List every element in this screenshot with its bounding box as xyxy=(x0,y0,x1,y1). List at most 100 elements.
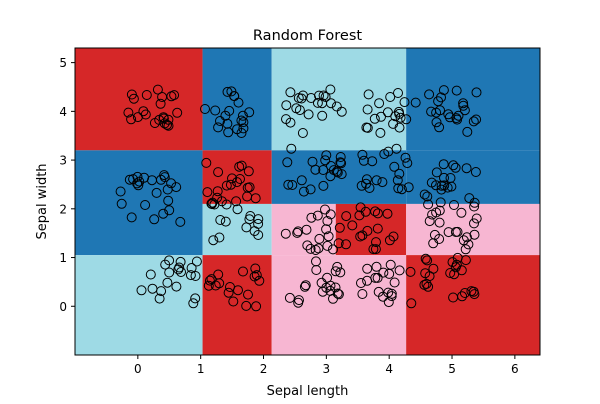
data-point-67 xyxy=(388,118,399,129)
data-point-199 xyxy=(448,160,459,171)
data-point-132 xyxy=(212,186,223,197)
data-point-295 xyxy=(162,277,173,288)
data-point-248 xyxy=(310,245,321,255)
data-point-362 xyxy=(370,272,381,283)
y-tick-label: 2 xyxy=(59,202,67,216)
data-point-287 xyxy=(471,213,482,224)
data-point-321 xyxy=(251,301,262,312)
x-tick-label: 1 xyxy=(197,362,205,376)
data-point-368 xyxy=(449,269,460,280)
data-point-219 xyxy=(250,193,261,204)
data-point-239 xyxy=(334,222,345,233)
data-point-197 xyxy=(423,199,434,210)
data-point-190 xyxy=(367,156,378,167)
data-point-277 xyxy=(469,201,480,212)
data-point-220 xyxy=(253,230,264,240)
data-point-96 xyxy=(462,126,473,137)
data-point-13 xyxy=(169,90,180,101)
data-point-303 xyxy=(176,267,186,277)
data-point-116 xyxy=(151,187,162,198)
data-point-313 xyxy=(250,263,261,274)
data-point-79 xyxy=(390,111,401,122)
data-point-21 xyxy=(163,114,174,125)
data-point-233 xyxy=(322,216,333,226)
data-point-316 xyxy=(214,278,225,289)
data-point-166 xyxy=(331,166,342,177)
data-point-141 xyxy=(235,174,245,184)
data-point-161 xyxy=(321,150,332,161)
data-point-41 xyxy=(210,105,221,116)
data-point-237 xyxy=(314,233,325,244)
data-point-188 xyxy=(394,168,405,179)
data-point-86 xyxy=(424,89,435,100)
data-point-30 xyxy=(213,122,224,133)
data-point-272 xyxy=(469,218,479,229)
data-point-281 xyxy=(469,229,480,240)
data-point-365 xyxy=(372,272,383,283)
data-point-257 xyxy=(362,225,373,236)
data-point-359 xyxy=(383,287,394,298)
data-point-231 xyxy=(292,227,303,238)
data-point-124 xyxy=(128,174,139,185)
data-point-382 xyxy=(421,278,432,289)
data-point-91 xyxy=(436,92,446,103)
x-tick-label: 3 xyxy=(323,362,331,376)
data-point-372 xyxy=(422,255,433,266)
data-point-93 xyxy=(459,105,470,116)
x-tick-label: 5 xyxy=(448,362,456,376)
data-point-108 xyxy=(175,216,186,227)
data-point-125 xyxy=(164,205,175,216)
data-point-56 xyxy=(303,109,314,120)
data-point-242 xyxy=(313,243,324,254)
data-point-138 xyxy=(227,173,237,184)
data-point-346 xyxy=(405,266,416,277)
data-point-363 xyxy=(389,277,400,288)
data-point-376 xyxy=(428,263,439,274)
x-tick-label: 4 xyxy=(385,362,393,376)
data-point-288 xyxy=(154,293,165,304)
data-point-39 xyxy=(236,115,247,126)
data-point-187 xyxy=(358,155,369,166)
data-point-322 xyxy=(238,266,248,277)
data-point-196 xyxy=(442,182,453,193)
data-point-278 xyxy=(461,232,472,243)
data-point-44 xyxy=(317,110,328,121)
decision-regions xyxy=(75,48,540,355)
data-point-25 xyxy=(237,110,248,121)
data-point-152 xyxy=(310,164,321,175)
data-point-174 xyxy=(377,177,388,188)
data-point-71 xyxy=(369,113,380,124)
data-point-191 xyxy=(402,158,413,169)
data-point-205 xyxy=(439,172,449,183)
data-point-293 xyxy=(186,263,197,273)
data-point-42 xyxy=(331,101,342,112)
data-point-16 xyxy=(126,114,137,125)
data-point-11 xyxy=(158,112,169,123)
data-point-104 xyxy=(453,110,464,121)
data-point-212 xyxy=(426,177,437,188)
data-point-249 xyxy=(328,244,338,255)
data-point-246 xyxy=(301,224,312,235)
data-point-379 xyxy=(420,268,431,279)
y-axis: 0 1 2 3 4 5 xyxy=(59,56,75,314)
data-point-236 xyxy=(322,240,333,251)
data-point-50 xyxy=(312,97,323,108)
data-point-317 xyxy=(233,285,243,296)
data-point-157 xyxy=(298,186,309,197)
region-red-15 xyxy=(406,255,540,355)
data-point-250 xyxy=(370,244,381,255)
data-point-117 xyxy=(149,214,160,225)
region-blue-3 xyxy=(406,48,540,151)
data-point-176 xyxy=(357,149,368,160)
data-point-348 xyxy=(394,265,405,276)
data-point-274 xyxy=(434,205,445,216)
region-blue-4 xyxy=(75,150,203,256)
data-point-18 xyxy=(172,107,183,118)
data-point-354 xyxy=(371,261,382,272)
data-point-49 xyxy=(318,90,329,101)
data-point-178 xyxy=(392,175,403,186)
data-point-300 xyxy=(185,270,196,281)
data-point-43 xyxy=(281,100,292,111)
data-point-37 xyxy=(200,104,210,114)
